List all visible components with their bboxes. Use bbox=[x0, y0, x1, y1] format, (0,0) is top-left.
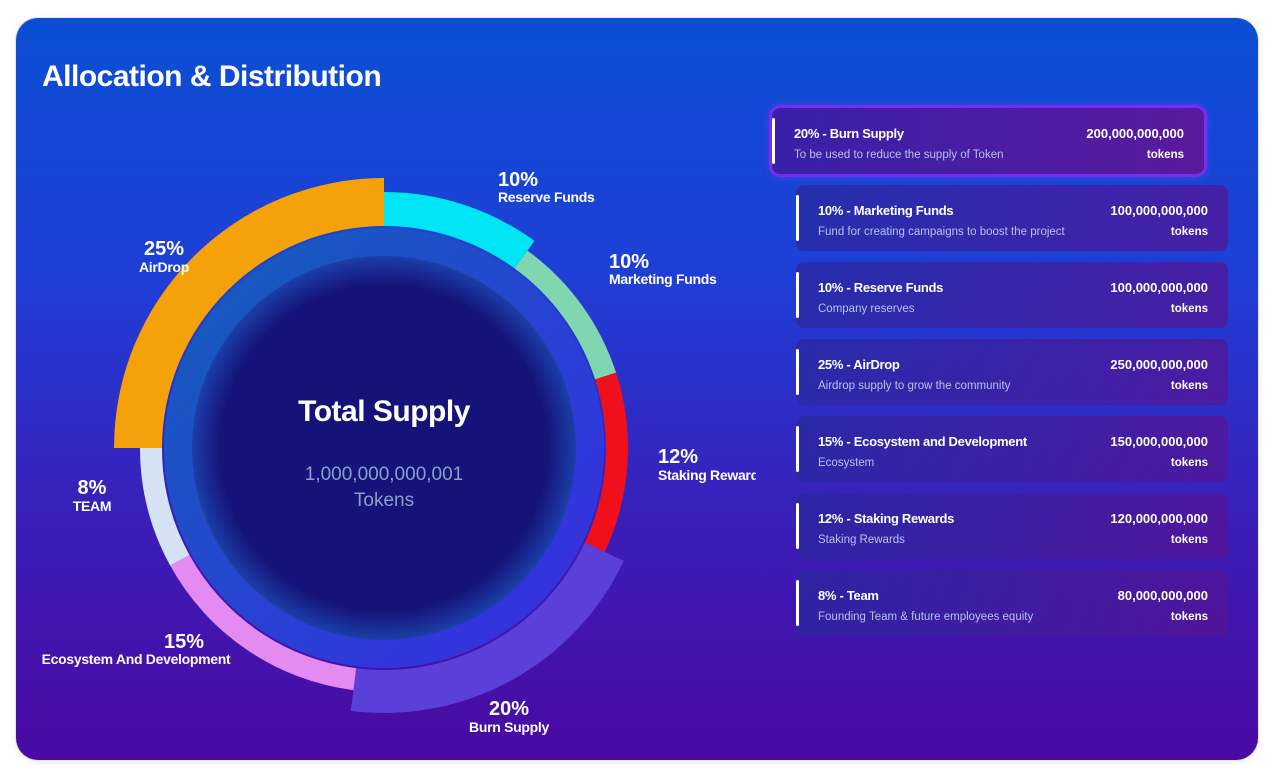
total-supply-title: Total Supply bbox=[298, 395, 471, 428]
slice-name-label: Reserve Funds bbox=[498, 189, 595, 205]
slice-percent-label: 15% bbox=[164, 631, 204, 653]
page-title: Allocation & Distribution bbox=[42, 60, 382, 93]
allocation-row[interactable]: 15% - Ecosystem and Development Ecosystem… bbox=[796, 416, 1228, 482]
allocation-description: Fund for creating campaigns to boost the… bbox=[818, 226, 1065, 238]
allocation-unit: tokens bbox=[1170, 380, 1208, 392]
allocation-row[interactable]: 20% - Burn Supply To be used to reduce th… bbox=[772, 108, 1204, 174]
allocation-row[interactable]: 25% - AirDrop Airdrop supply to grow the … bbox=[796, 339, 1228, 405]
allocation-amount: 100,000,000,000 bbox=[1110, 203, 1208, 218]
allocation-row[interactable]: 10% - Marketing Funds Fund for creating c… bbox=[796, 185, 1228, 251]
row-accent-bar bbox=[796, 503, 799, 549]
allocation-name: 10% - Reserve Funds bbox=[818, 280, 944, 295]
inner-disc bbox=[192, 256, 576, 640]
allocation-amount: 150,000,000,000 bbox=[1110, 434, 1208, 449]
slice-percent-label: 10% bbox=[609, 251, 649, 273]
row-accent-bar bbox=[796, 349, 799, 395]
allocation-name: 15% - Ecosystem and Development bbox=[818, 434, 1027, 449]
allocation-description: Staking Rewards bbox=[818, 534, 905, 546]
row-accent-bar bbox=[796, 580, 799, 626]
allocation-row[interactable]: 8% - Team Founding Team & future employee… bbox=[796, 570, 1228, 636]
row-accent-bar bbox=[772, 118, 775, 164]
total-supply-amount: 1,000,000,000,001 bbox=[305, 464, 464, 485]
allocation-amount: 250,000,000,000 bbox=[1110, 357, 1208, 372]
slice-staking-rewards bbox=[584, 372, 628, 552]
slice-ecosystem-and-development bbox=[170, 554, 357, 691]
allocation-unit: tokens bbox=[1170, 226, 1208, 238]
allocation-amount: 120,000,000,000 bbox=[1110, 511, 1208, 526]
allocation-unit: tokens bbox=[1146, 149, 1184, 161]
slice-name-label: Burn Supply bbox=[469, 719, 549, 735]
allocation-card: Allocation & Distribution 10% Reserve Fun… bbox=[16, 18, 1258, 760]
row-accent-bar bbox=[796, 272, 799, 318]
allocation-name: 12% - Staking Rewards bbox=[818, 511, 955, 526]
slice-team bbox=[140, 448, 190, 566]
slice-name-label: TEAM bbox=[73, 498, 111, 514]
allocation-description: Airdrop supply to grow the community bbox=[818, 380, 1011, 392]
allocation-row[interactable]: 10% - Reserve Funds Company reserves 100,0… bbox=[796, 262, 1228, 328]
slice-reserve-funds bbox=[384, 192, 535, 269]
allocation-description: Company reserves bbox=[818, 303, 915, 315]
slice-percent-label: 12% bbox=[658, 446, 698, 468]
slice-name-label: Marketing Funds bbox=[609, 271, 717, 287]
allocation-unit: tokens bbox=[1170, 457, 1208, 469]
allocation-amount: 100,000,000,000 bbox=[1110, 280, 1208, 295]
slice-name-label: Staking Rewards bbox=[658, 467, 756, 483]
allocation-amount: 80,000,000,000 bbox=[1117, 588, 1208, 603]
slice-percent-label: 25% bbox=[144, 238, 184, 260]
allocation-row[interactable]: 12% - Staking Rewards Staking Rewards 120,… bbox=[796, 493, 1228, 559]
row-accent-bar bbox=[796, 426, 799, 472]
allocation-unit: tokens bbox=[1170, 611, 1208, 623]
allocation-amount: 200,000,000,000 bbox=[1086, 126, 1184, 141]
slice-name-label: Ecosystem And Development bbox=[42, 651, 231, 667]
allocation-unit: tokens bbox=[1170, 303, 1208, 315]
slice-percent-label: 8% bbox=[78, 477, 107, 499]
slice-airdrop bbox=[114, 178, 384, 448]
total-supply-unit: Tokens bbox=[354, 490, 414, 511]
allocation-name: 10% - Marketing Funds bbox=[818, 203, 954, 218]
slice-marketing-funds bbox=[514, 250, 617, 380]
slice-burn-supply bbox=[350, 542, 624, 714]
allocation-description: To be used to reduce the supply of Token bbox=[794, 149, 1004, 161]
row-accent-bar bbox=[796, 195, 799, 241]
allocation-description: Founding Team & future employees equity bbox=[818, 611, 1034, 623]
slice-name-label: AirDrop bbox=[139, 259, 189, 275]
allocation-unit: tokens bbox=[1170, 534, 1208, 546]
slice-percent-label: 10% bbox=[498, 169, 538, 191]
allocation-description: Ecosystem bbox=[818, 457, 875, 469]
allocation-name: 20% - Burn Supply bbox=[794, 126, 904, 141]
allocation-name: 25% - AirDrop bbox=[818, 357, 900, 372]
slice-percent-label: 20% bbox=[489, 698, 529, 720]
allocation-name: 8% - Team bbox=[818, 588, 879, 603]
